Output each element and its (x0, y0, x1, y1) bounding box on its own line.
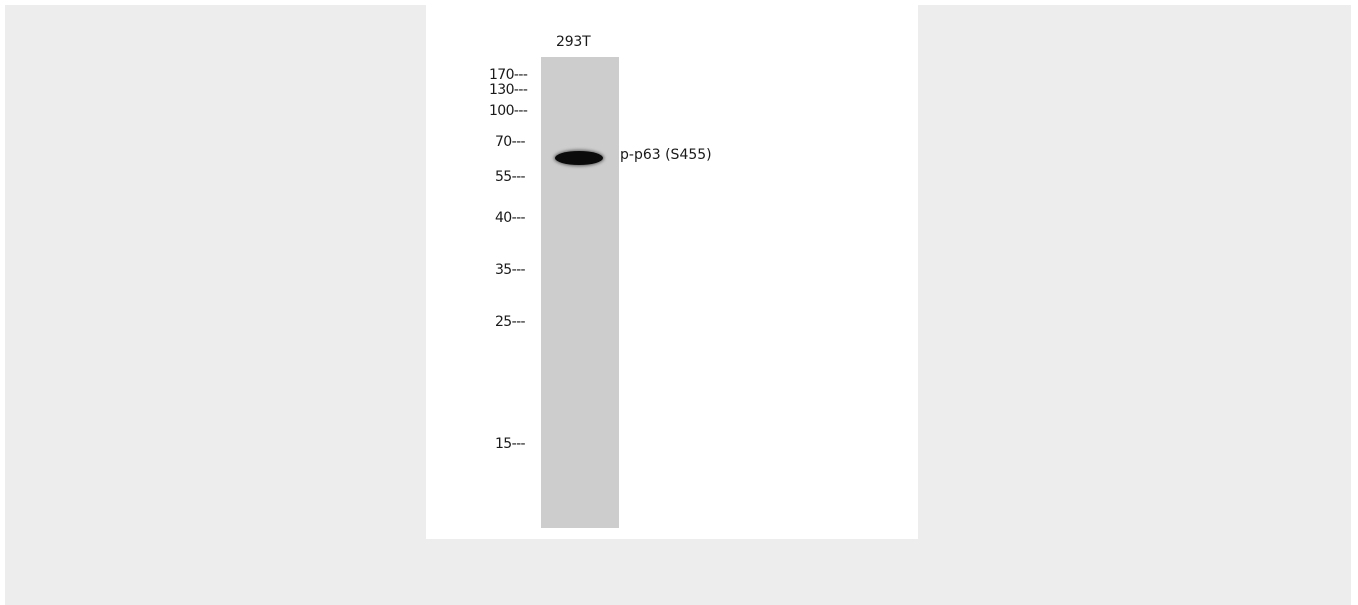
marker-55: 55--- (495, 169, 526, 185)
marker-25: 25--- (495, 314, 526, 330)
marker-100: 100--- (489, 103, 528, 119)
lane-label: 293T (556, 34, 591, 50)
marker-15: 15--- (495, 436, 526, 452)
gel-lane (541, 57, 619, 528)
marker-40: 40--- (495, 210, 526, 226)
marker-130: 130--- (489, 82, 528, 98)
protein-band (555, 151, 603, 165)
western-blot-image: 293T 170--- 130--- 100--- 70--- 55--- 40… (426, 5, 918, 539)
marker-170: 170--- (489, 67, 528, 83)
marker-70: 70--- (495, 134, 526, 150)
marker-35: 35--- (495, 262, 526, 278)
image-viewer: 293T 170--- 130--- 100--- 70--- 55--- 40… (5, 5, 1351, 605)
band-label: p-p63 (S455) (620, 147, 712, 163)
